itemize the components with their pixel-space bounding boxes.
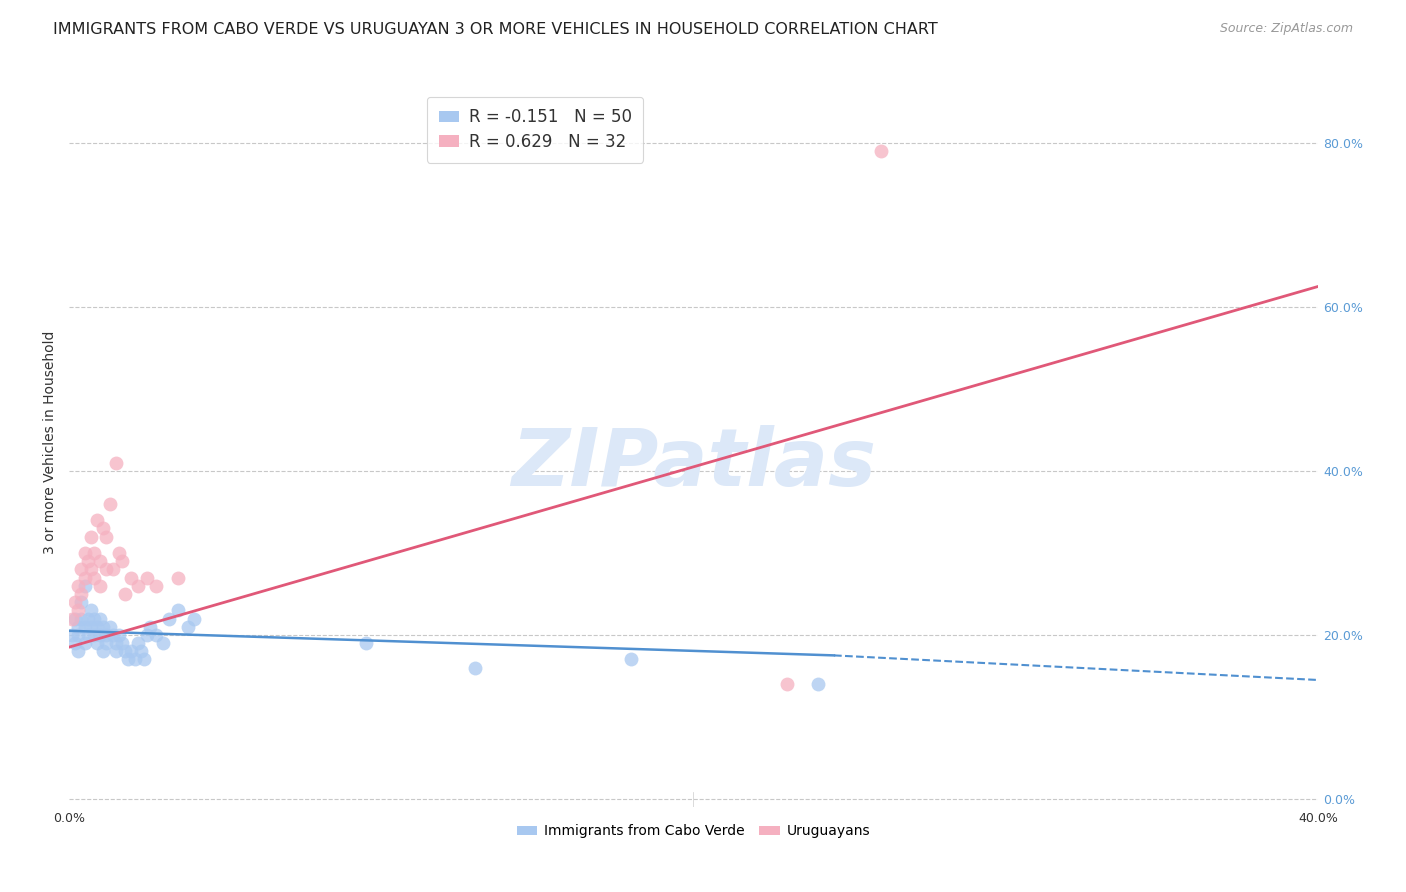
- Point: [67, 644, 90, 658]
- Point: [86, 620, 108, 634]
- Point: [63, 611, 86, 625]
- Point: [91, 644, 114, 658]
- Point: [80, 620, 103, 634]
- Point: [145, 628, 167, 642]
- Point: [96, 562, 118, 576]
- Point: [83, 611, 105, 625]
- Point: [67, 579, 90, 593]
- Point: [91, 620, 114, 634]
- Point: [89, 628, 111, 642]
- Point: [176, 620, 198, 634]
- Point: [80, 603, 103, 617]
- Point: [67, 628, 90, 642]
- Point: [114, 587, 136, 601]
- Point: [136, 628, 159, 642]
- Point: [76, 628, 98, 642]
- Point: [124, 652, 146, 666]
- Point: [63, 595, 86, 609]
- Point: [114, 644, 136, 658]
- Text: IMMIGRANTS FROM CABO VERDE VS URUGUAYAN 3 OR MORE VEHICLES IN HOUSEHOLD CORRELAT: IMMIGRANTS FROM CABO VERDE VS URUGUAYAN …: [53, 22, 938, 37]
- Point: [183, 611, 205, 625]
- Point: [67, 620, 90, 634]
- Point: [83, 546, 105, 560]
- Point: [129, 644, 152, 658]
- Point: [136, 570, 159, 584]
- Point: [464, 661, 486, 675]
- Point: [807, 677, 830, 691]
- Point: [139, 620, 162, 634]
- Point: [80, 562, 103, 576]
- Point: [70, 562, 93, 576]
- Point: [167, 570, 190, 584]
- Point: [167, 603, 190, 617]
- Point: [73, 579, 96, 593]
- Point: [63, 636, 86, 650]
- Point: [76, 611, 98, 625]
- Point: [111, 636, 134, 650]
- Point: [104, 636, 127, 650]
- Point: [89, 611, 111, 625]
- Point: [60, 628, 83, 642]
- Point: [96, 636, 118, 650]
- Point: [120, 570, 142, 584]
- Point: [869, 145, 891, 159]
- Point: [89, 554, 111, 568]
- Point: [354, 636, 377, 650]
- Point: [73, 620, 96, 634]
- Point: [86, 513, 108, 527]
- Point: [76, 554, 98, 568]
- Point: [98, 620, 121, 634]
- Point: [776, 677, 799, 691]
- Text: ZIPatlas: ZIPatlas: [510, 425, 876, 503]
- Point: [91, 521, 114, 535]
- Point: [127, 636, 149, 650]
- Point: [117, 652, 139, 666]
- Legend: Immigrants from Cabo Verde, Uruguayans: Immigrants from Cabo Verde, Uruguayans: [510, 819, 876, 844]
- Point: [127, 579, 149, 593]
- Point: [98, 497, 121, 511]
- Y-axis label: 3 or more Vehicles in Household: 3 or more Vehicles in Household: [44, 331, 58, 554]
- Point: [70, 587, 93, 601]
- Point: [83, 570, 105, 584]
- Point: [104, 456, 127, 470]
- Text: Source: ZipAtlas.com: Source: ZipAtlas.com: [1219, 22, 1353, 36]
- Point: [145, 579, 167, 593]
- Point: [620, 652, 643, 666]
- Point: [96, 529, 118, 543]
- Point: [73, 636, 96, 650]
- Point: [60, 611, 83, 625]
- Point: [89, 579, 111, 593]
- Point: [70, 611, 93, 625]
- Point: [132, 652, 155, 666]
- Point: [108, 546, 131, 560]
- Point: [96, 628, 118, 642]
- Point: [111, 554, 134, 568]
- Point: [157, 611, 180, 625]
- Point: [101, 562, 124, 576]
- Point: [73, 570, 96, 584]
- Point: [67, 603, 90, 617]
- Point: [86, 636, 108, 650]
- Point: [80, 529, 103, 543]
- Point: [152, 636, 174, 650]
- Point: [101, 628, 124, 642]
- Point: [83, 628, 105, 642]
- Point: [70, 595, 93, 609]
- Point: [104, 644, 127, 658]
- Point: [73, 546, 96, 560]
- Point: [120, 644, 142, 658]
- Point: [108, 628, 131, 642]
